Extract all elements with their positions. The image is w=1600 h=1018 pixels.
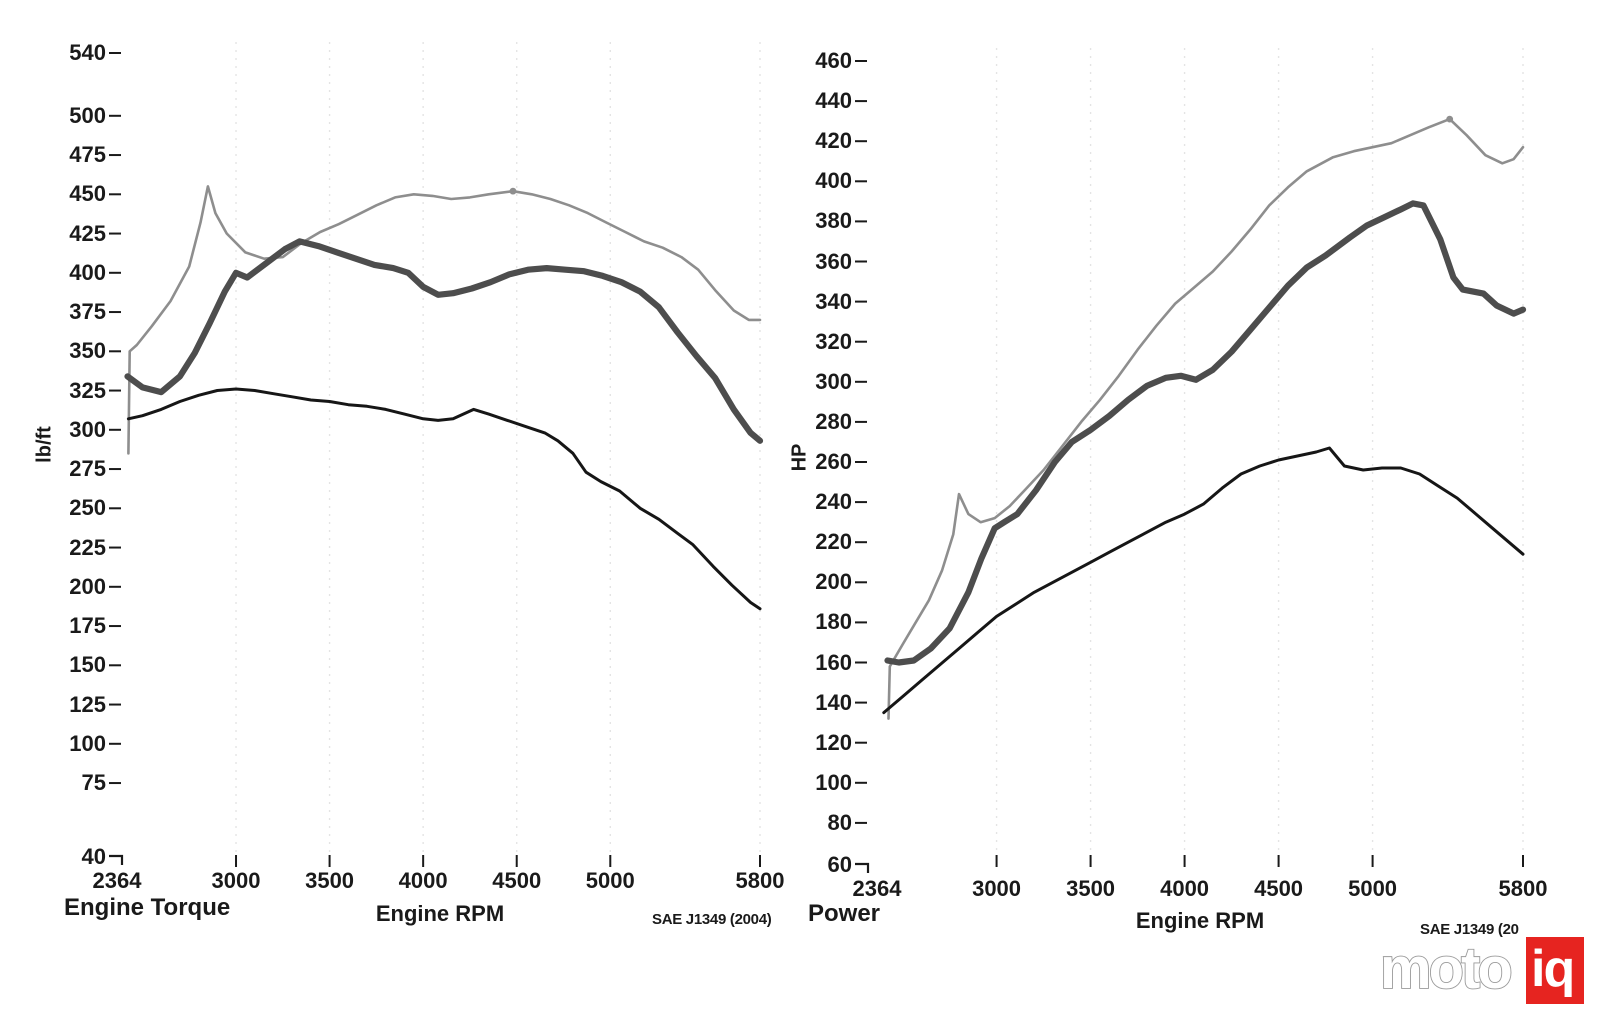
torque-sae-note: SAE J1349 (2004): [652, 911, 772, 928]
y-tick-label: 250: [69, 495, 106, 521]
x-tick-label: 5800: [735, 868, 785, 893]
curve-peak-marker: [509, 187, 517, 195]
y-tick-label: 475: [69, 142, 106, 168]
y-tick-label: 375: [69, 299, 106, 325]
torque-x-axis-label: Engine RPM: [375, 901, 505, 926]
y-tick-label: 240: [815, 489, 852, 515]
y-tick-label: 75: [81, 770, 106, 796]
power-sae-note: SAE J1349 (20: [1420, 921, 1519, 938]
torque-chart-title: Engine Torque: [64, 894, 231, 921]
y-tick-label: 425: [69, 220, 106, 246]
y-tick-label: 200: [815, 569, 852, 595]
x-tick-label: 3000: [972, 876, 1022, 901]
curve-peak-marker: [1446, 115, 1454, 123]
x-tick-label: 5000: [585, 868, 635, 893]
motoiq-logo: moto iq: [1379, 935, 1584, 1004]
power-y-axis-unit-label: HP: [788, 443, 811, 472]
y-tick-label: 100: [815, 769, 852, 795]
curve-dark-gray-thick-run: [124, 238, 764, 444]
x-tick-label: 2364: [92, 868, 142, 893]
y-tick-label: 60: [827, 852, 852, 877]
power-chart-title: Power: [808, 900, 881, 927]
y-tick-label: 360: [815, 248, 852, 274]
y-tick-label: 225: [69, 534, 106, 560]
y-tick-label: 380: [815, 208, 852, 234]
y-tick-label: 125: [69, 691, 106, 717]
x-tick-label: 4000: [398, 868, 448, 893]
axis-origin-corner: [855, 862, 870, 873]
power-x-axis-label: Engine RPM: [1135, 908, 1265, 933]
y-tick-label: 180: [815, 609, 852, 635]
x-tick-label: 2364: [852, 876, 902, 901]
x-tick-label: 4500: [1254, 876, 1304, 901]
axis-origin-corner: [109, 854, 124, 865]
y-tick-label: 280: [815, 408, 852, 434]
torque-y-axis-unit-label: lb/ft: [33, 426, 56, 463]
y-tick-label: 140: [815, 689, 852, 715]
y-tick-label: 320: [815, 328, 852, 354]
y-tick-label: 175: [69, 613, 106, 639]
y-tick-label: 440: [815, 88, 852, 114]
curve-light-gray-run: [887, 117, 1525, 720]
x-tick-label: 4500: [492, 868, 542, 893]
curve-black-run: [882, 446, 1525, 715]
y-tick-label: 540: [69, 40, 106, 65]
y-tick-label: 160: [815, 649, 852, 675]
y-tick-label: 100: [69, 730, 106, 756]
y-tick-label: 420: [815, 128, 852, 154]
y-tick-label: 450: [69, 181, 106, 207]
y-tick-label: 80: [827, 809, 852, 835]
x-tick-label: 5800: [1498, 876, 1548, 901]
y-tick-label: 350: [69, 338, 106, 364]
logo-iq-text: iq: [1531, 940, 1573, 998]
y-tick-label: 325: [69, 377, 106, 403]
y-tick-label: 300: [69, 416, 106, 442]
y-tick-label: 300: [815, 368, 852, 394]
y-tick-label: 460: [815, 48, 852, 73]
x-tick-label: 5000: [1348, 876, 1398, 901]
y-tick-label: 400: [69, 259, 106, 285]
x-tick-label: 3500: [1066, 876, 1116, 901]
x-tick-label: 4000: [1160, 876, 1210, 901]
y-tick-label: 275: [69, 456, 106, 482]
y-tick-label: 500: [69, 102, 106, 128]
y-tick-label: 340: [815, 288, 852, 314]
y-tick-label: 200: [69, 573, 106, 599]
curve-light-gray-run: [127, 185, 762, 455]
y-tick-label: 120: [815, 729, 852, 755]
y-tick-label: 40: [81, 844, 106, 869]
curve-black-run: [126, 387, 762, 611]
x-tick-label: 3500: [305, 868, 355, 893]
y-tick-label: 150: [69, 652, 106, 678]
y-tick-label: 220: [815, 529, 852, 555]
logo-moto-text: moto: [1380, 936, 1511, 1001]
y-tick-label: 260: [815, 449, 852, 474]
logo-red-square: [1526, 937, 1584, 1004]
y-tick-label: 400: [815, 168, 852, 194]
curve-dark-gray-thick-run: [884, 200, 1527, 666]
x-tick-label: 3000: [211, 868, 261, 893]
